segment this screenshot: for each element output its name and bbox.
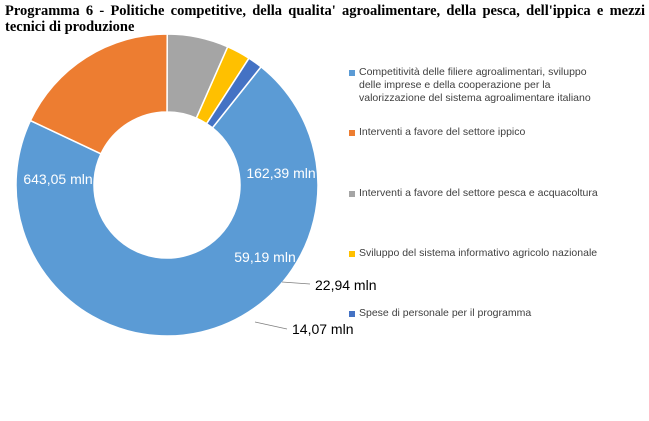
legend-swatch [349,251,355,257]
legend-swatch [349,70,355,76]
legend-swatch [349,130,355,136]
data-label-4: 22,94 mln [315,277,376,293]
legend-swatch [349,191,355,197]
data-label-5: 14,07 mln [292,321,353,337]
donut-slice-5 [205,57,263,129]
legend-item-4: Sviluppo del sistema informativo agricol… [349,247,611,260]
leader-line-4 [281,281,311,285]
legend-item-5: Spese di personale per il programma [349,307,611,320]
data-label-2: 162,39 mln [246,165,315,181]
chart-title: Programma 6 - Politiche competitive, del… [5,3,645,35]
data-label-1: 643,05 mln [23,171,92,187]
legend-swatch [349,311,355,317]
donut-slice-2 [29,33,168,155]
legend-label: Competitività delle filiere agroalimenta… [359,66,591,104]
legend-item-3: Interventi a favore del settore pesca e … [349,187,611,200]
legend-label: Sviluppo del sistema informativo agricol… [359,247,598,259]
legend-item-1: Competitività delle filiere agroalimenta… [349,66,611,105]
legend-label: Spese di personale per il programma [359,307,532,319]
leader-line-5 [254,321,288,330]
legend-label: Interventi a favore del settore ippico [359,126,526,138]
legend-item-2: Interventi a favore del settore ippico [349,126,611,139]
data-label-3: 59,19 mln [234,249,295,265]
donut-slice-1 [15,65,319,337]
legend-label: Interventi a favore del settore pesca e … [359,187,598,199]
